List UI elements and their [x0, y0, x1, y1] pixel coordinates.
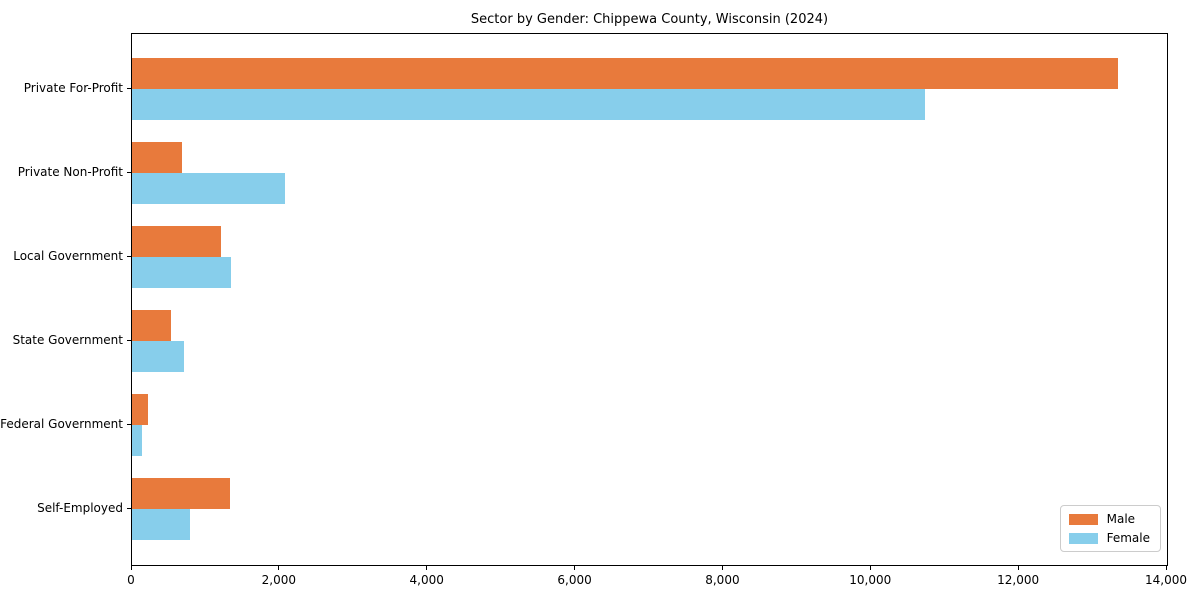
- bar-female-6: [132, 508, 190, 540]
- x-tick-mark: [278, 566, 280, 570]
- y-tick-mark: [127, 507, 131, 509]
- x-tick-label: 10,000: [849, 573, 892, 587]
- x-tick-mark: [130, 566, 132, 570]
- x-tick-label: 12,000: [997, 573, 1040, 587]
- legend: Male Female: [1059, 505, 1161, 552]
- y-tick-label: Local Government: [13, 248, 123, 263]
- x-tick-label: 8,000: [705, 573, 740, 587]
- chart-title: Sector by Gender: Chippewa County, Wisco…: [470, 12, 829, 27]
- x-tick-mark: [721, 566, 723, 570]
- bar-female-4: [132, 340, 184, 372]
- x-tick-label: 4,000: [409, 573, 444, 587]
- y-tick-label: State Government: [12, 332, 123, 347]
- legend-item-female: Female: [1068, 531, 1150, 545]
- bar-female-5: [132, 424, 143, 456]
- x-tick-mark: [574, 566, 576, 570]
- x-tick-label: 2,000: [261, 573, 297, 587]
- y-tick-mark: [127, 255, 131, 257]
- y-tick-mark: [127, 171, 131, 173]
- bar-male-1: [132, 58, 1119, 89]
- x-tick-mark: [869, 566, 871, 570]
- y-tick-mark: [127, 423, 131, 425]
- bar-male-6: [132, 477, 231, 509]
- x-tick-label: 0: [127, 573, 135, 587]
- x-tick-label: 6,000: [557, 573, 592, 587]
- legend-item-male: Male: [1068, 512, 1150, 526]
- bar-male-2: [132, 141, 183, 173]
- bar-male-4: [132, 309, 172, 341]
- x-tick-mark: [1017, 566, 1019, 570]
- male-swatch-icon: [1068, 513, 1098, 525]
- female-swatch-icon: [1068, 532, 1098, 544]
- legend-label-female: Female: [1106, 531, 1150, 545]
- y-tick-mark: [127, 339, 131, 341]
- y-tick-label: Private For-Profit: [23, 81, 123, 95]
- bar-male-3: [132, 225, 221, 257]
- y-tick-label: Self-Employed: [37, 500, 123, 515]
- x-tick-mark: [1165, 566, 1167, 570]
- bar-female-3: [132, 256, 232, 288]
- x-tick-mark: [426, 566, 428, 570]
- y-tick-mark: [127, 88, 131, 89]
- x-tick-label: 14,000: [1145, 573, 1187, 587]
- y-tick-label: Private Non-Profit: [17, 164, 123, 179]
- legend-label-male: Male: [1106, 512, 1136, 526]
- plot-area: Male Female: [131, 33, 1168, 566]
- bar-male-5: [132, 393, 149, 425]
- y-tick-label: Federal Government: [0, 416, 123, 431]
- bar-female-1: [132, 89, 926, 120]
- bar-female-2: [132, 172, 285, 204]
